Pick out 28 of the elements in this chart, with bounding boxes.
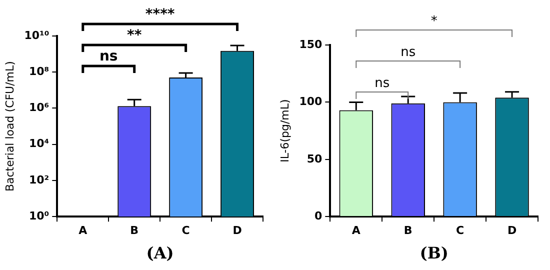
x-tick-label: B <box>130 224 139 238</box>
y-axis-title: Bacterial load (CFU/mL) <box>3 61 16 192</box>
text: * <box>430 14 438 29</box>
y-tick-label: 10² <box>29 173 50 186</box>
y-tick-label: 0 <box>314 209 323 222</box>
x-tick-label: C <box>456 224 464 238</box>
x-tick-label: D <box>232 224 242 238</box>
y-axis-title: IL-6(pg/mL) <box>278 99 292 162</box>
y-tick-label: 10⁴ <box>29 137 50 150</box>
annotation: ns <box>374 76 390 91</box>
y-tick-label: 10⁶ <box>29 101 50 114</box>
y-tick-label: 10⁰ <box>29 209 50 222</box>
x-tick-label: A <box>78 224 88 238</box>
y-tick-label: 150 <box>299 38 322 51</box>
x-axis-title: (B) <box>420 244 448 263</box>
text: **** <box>145 6 176 23</box>
annotation: ** <box>127 28 142 44</box>
y-tick-label: 10⁸ <box>29 64 50 78</box>
y-tick-label: 10¹⁰ <box>24 28 50 42</box>
annotation: ns <box>99 48 118 65</box>
annotation: ns <box>400 44 416 60</box>
x-tick-label: B <box>404 224 412 238</box>
x-axis-title: (A) <box>146 244 174 263</box>
y-tick-label: 50 <box>306 152 323 166</box>
x-tick-label: C <box>182 224 190 238</box>
y-tick-label: 100 <box>299 95 322 108</box>
x-tick-label: D <box>507 224 517 238</box>
x-tick-label: A <box>352 224 361 238</box>
